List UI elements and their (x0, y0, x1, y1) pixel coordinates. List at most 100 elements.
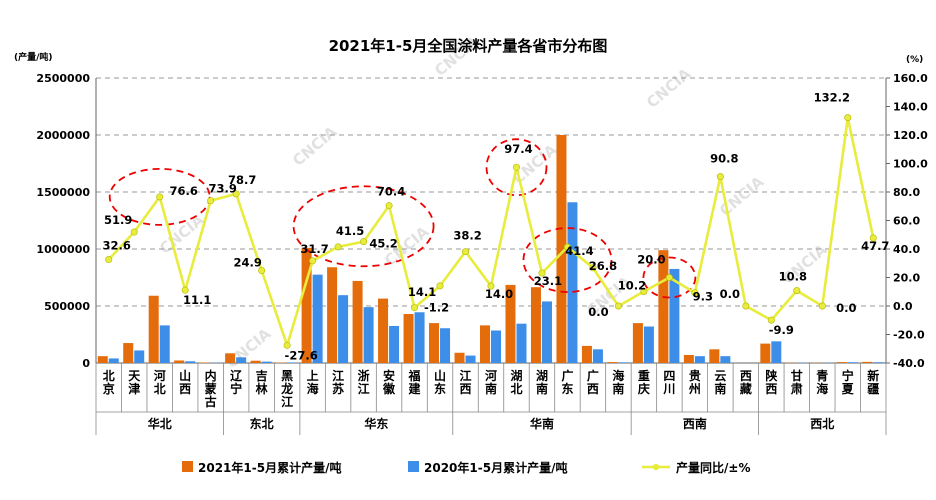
category-label-line: 疆 (867, 382, 879, 396)
category-label-line: 重 (638, 368, 650, 383)
category-label-line: 南 (536, 381, 548, 396)
bar-2020-20 (618, 362, 629, 363)
growth-point-7 (283, 341, 291, 349)
category-label-20: 海南 (612, 368, 624, 396)
category-label-line: 津 (128, 381, 140, 396)
left-tick-label: 1000000 (36, 243, 90, 256)
growth-point-12 (411, 304, 419, 312)
category-label-line: 河 (153, 368, 166, 383)
category-label-line: 西 (179, 382, 191, 396)
axes (95, 78, 887, 364)
category-label-line: 北 (103, 368, 115, 383)
right-tick-label: 40.0 (893, 243, 920, 256)
category-label-line: 河 (484, 368, 497, 383)
growth-point-17 (538, 269, 546, 277)
category-label-line: 辽 (230, 369, 243, 383)
right-tick-label: 0.0 (893, 300, 913, 313)
category-label-line: 川 (662, 382, 675, 396)
category-label-line: 海 (816, 381, 828, 396)
category-label-16: 湖北 (510, 368, 522, 396)
category-label-line: 安 (383, 368, 395, 383)
bar-2020-18 (567, 202, 578, 363)
growth-point-9 (334, 243, 342, 251)
bar-2020-3 (185, 361, 196, 363)
bar-2021-24 (709, 349, 720, 363)
growth-point-15 (487, 282, 495, 290)
category-label-23: 贵州 (688, 368, 701, 396)
category-label-line: 建 (408, 381, 422, 396)
category-label-line: 广 (587, 368, 599, 383)
growth-label-14: 38.2 (453, 229, 481, 243)
bar-2021-14 (454, 352, 465, 363)
region-label-4: 西南 (683, 416, 707, 431)
growth-label-15: 14.0 (485, 287, 513, 301)
category-label-line: 东 (561, 381, 573, 396)
highlight-circle-0 (108, 167, 211, 226)
bar-2020-1 (134, 350, 145, 363)
category-label-line: 天 (128, 369, 141, 383)
category-label-line: 东 (434, 381, 446, 396)
growth-label-6: 24.9 (233, 256, 261, 270)
bar-2021-17 (530, 287, 541, 363)
bar-2020-13 (440, 328, 451, 363)
category-label-9: 江苏 (332, 368, 344, 396)
growth-label-24: 90.8 (710, 152, 738, 166)
bar-2020-15 (491, 330, 501, 363)
category-label-line: 新 (867, 368, 879, 383)
category-label-line: 山 (179, 368, 191, 383)
watermark-2: CNCIA (289, 122, 341, 169)
growth-label-5: 78.7 (228, 173, 256, 187)
category-label-line: 北 (154, 381, 166, 396)
growth-label-30: 47.7 (861, 239, 889, 253)
bar-2021-30 (862, 361, 873, 363)
bar-2020-6 (261, 361, 272, 363)
growth-label-4: 73.9 (208, 182, 236, 196)
category-label-line: 江 (460, 368, 472, 383)
category-label-4: 内蒙古 (205, 368, 217, 409)
growth-label-17: 23.1 (534, 274, 562, 288)
category-label-line: 苏 (332, 381, 344, 396)
bar-2021-9 (327, 267, 338, 363)
category-label-19: 广西 (587, 368, 599, 396)
growth-label-9: 41.5 (336, 224, 364, 238)
bar-2021-12 (403, 313, 414, 363)
category-label-18: 广东 (561, 368, 573, 396)
growth-point-20 (614, 302, 622, 310)
bar-2020-30 (873, 362, 884, 363)
bar-2021-21 (632, 323, 643, 363)
category-label-line: 肃 (791, 381, 803, 396)
right-tick-label: 20.0 (893, 272, 920, 285)
watermark-1: CNCIA (643, 64, 695, 111)
bar-2021-13 (429, 323, 440, 363)
bar-2021-19 (581, 345, 592, 363)
growth-label-10: 45.2 (369, 237, 397, 251)
category-label-2: 河北 (153, 368, 166, 396)
left-axis-unit: (产量/吨) (14, 51, 53, 63)
region-label-3: 华南 (530, 416, 554, 431)
category-label-line: 云 (714, 369, 726, 383)
bar-2020-24 (720, 356, 731, 363)
category-label-11: 安徽 (382, 368, 396, 396)
legend-swatch-0 (182, 461, 193, 472)
category-axis: 北京天津河北山西内蒙古辽宁吉林黑龙江上海江苏浙江安徽福建山东江西河南湖北湖南广东… (95, 363, 887, 435)
category-label-line: 蒙 (205, 381, 217, 396)
growth-point-30 (869, 234, 877, 242)
growth-line (105, 114, 877, 349)
category-label-line: 青 (816, 368, 828, 383)
growth-point-27 (793, 287, 801, 295)
category-label-line: 古 (205, 394, 217, 409)
growth-point-14 (462, 248, 470, 256)
growth-label-0: 32.6 (103, 239, 131, 253)
category-label-line: 徽 (382, 381, 396, 396)
category-label-line: 江 (358, 381, 370, 396)
category-label-line: 陕 (765, 368, 777, 383)
growth-point-4 (207, 197, 215, 205)
legend: 2021年1-5月累计产量/吨 2020年1-5月累计产量/吨 产量同比/±% (182, 460, 750, 475)
growth-label-8: 31.7 (300, 242, 328, 256)
growth-point-25 (742, 302, 750, 310)
bar-2021-6 (250, 360, 261, 363)
right-tick-label: 60.0 (893, 215, 920, 228)
category-label-line: 西 (740, 369, 752, 383)
category-label-line: 林 (256, 381, 268, 396)
